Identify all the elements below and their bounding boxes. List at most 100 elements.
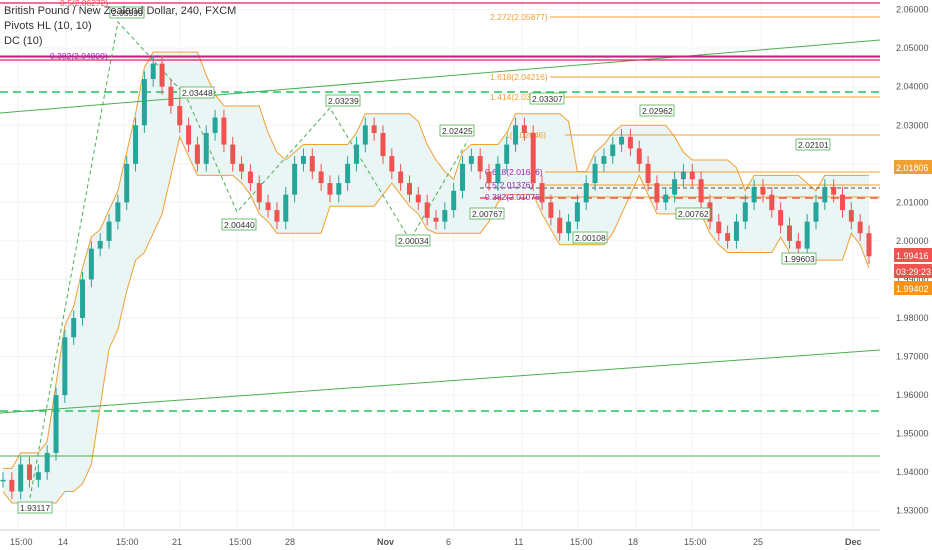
chart-legend: British Pound / New Zealand Dollar, 240,… (4, 4, 236, 49)
candle-body (504, 144, 510, 164)
candle-body (468, 156, 474, 164)
pivot-label-box (395, 234, 431, 247)
candle-body (115, 202, 121, 222)
fib-price-tag: 2.01806 (896, 163, 929, 173)
trend-line-lower (0, 349, 881, 414)
candle-body (725, 233, 731, 241)
fib-level-label: 1(2.02646) (505, 130, 546, 140)
candle-body (44, 452, 50, 473)
candle-body (566, 221, 572, 234)
candle-body (194, 144, 200, 164)
x-axis-tick-label: 15:00 (10, 537, 33, 547)
candle-body (795, 240, 801, 249)
candle-body (663, 194, 669, 203)
pivot-label: 2.02962 (642, 106, 673, 116)
candle-body (274, 210, 280, 222)
candle-body (0, 479, 6, 482)
pivot-label-box (639, 104, 675, 117)
pivot-label: 2.03239 (328, 96, 359, 106)
pivot-label-box (109, 6, 145, 19)
donchian-upper-line (3, 51, 869, 469)
countdown-tag-bg (894, 264, 932, 278)
candle-body (9, 479, 15, 492)
x-axis-tick-label: 11 (514, 537, 523, 547)
candle-body (239, 163, 245, 172)
candle-body (309, 156, 315, 172)
x-axis-tick-label: 25 (753, 537, 763, 547)
pivot-label-box (179, 86, 215, 99)
candle-body (689, 171, 695, 180)
candle-body (627, 136, 633, 149)
fib-price-tag-bg (894, 160, 932, 174)
countdown-tag: 03:29:23 (896, 267, 931, 277)
fib-level-label: 1.618(2.04216) (490, 72, 548, 82)
candle-body (415, 194, 421, 203)
y-axis-tick-label: 2.05000 (896, 43, 929, 53)
prev-close-tag-bg (894, 281, 932, 295)
y-axis-tick-label: 1.97000 (896, 352, 929, 362)
pivot-label-box (469, 207, 505, 220)
pivot-label: 2.00108 (575, 233, 606, 243)
candle-body (283, 194, 289, 222)
candle-body (141, 79, 147, 126)
prev-close-tag: 1.99402 (896, 284, 929, 294)
candle-body (265, 202, 271, 211)
candle-body (839, 194, 845, 211)
pivot-zigzag (29, 20, 469, 499)
y-axis-tick-label: 2.00000 (896, 236, 929, 246)
candle-body (592, 163, 598, 184)
pivot-label: 2.02425 (442, 126, 473, 136)
candle-body (406, 183, 412, 195)
candle-body (619, 136, 625, 145)
candle-body (398, 171, 404, 184)
candle-body (327, 183, 333, 195)
y-axis-tick-label: 2.04000 (896, 82, 929, 92)
candle-body (230, 144, 236, 164)
pivot-label-box (675, 207, 711, 220)
candle-body (822, 186, 828, 203)
x-axis-tick-label: 6 (446, 537, 451, 547)
candle-body (371, 125, 377, 133)
fib-level-label: 0.5(2.01376) (485, 180, 533, 190)
pivot-label: 2.00440 (224, 220, 255, 230)
x-axis-tick-label: Nov (377, 537, 394, 547)
candle-body (486, 171, 492, 184)
candle-body (521, 125, 527, 133)
fib-level-label: 0.618(2.01676) (485, 167, 543, 177)
candle-body (212, 117, 218, 133)
current-price-tag-bg (894, 248, 932, 262)
candle-body (654, 183, 660, 203)
x-axis-tick-label: 15:00 (116, 537, 139, 547)
candle-body (442, 210, 448, 222)
candle-body (292, 163, 298, 195)
y-axis-tick-label: 1.95000 (896, 429, 929, 439)
candle-body (88, 248, 94, 280)
candle-body (345, 163, 351, 184)
candle-body (513, 125, 519, 145)
candle-body (353, 144, 359, 164)
candle-body (857, 221, 863, 234)
indicator-dc-label: DC (10) (4, 35, 43, 47)
candle-body (203, 132, 209, 164)
pivot-label-box (221, 218, 257, 231)
fib-level-label: 1.414(2.03958) (490, 92, 548, 102)
candle-body (645, 163, 651, 184)
candle-body (610, 144, 616, 157)
pivot-label: 2.03448 (182, 88, 213, 98)
x-axis-tick-label: 28 (285, 537, 295, 547)
candle-body (698, 179, 704, 203)
candle-body (804, 221, 810, 249)
candle-body (318, 171, 324, 184)
candle-body (186, 125, 192, 145)
pivot-label-box (572, 231, 608, 244)
x-axis-tick-label: 15:00 (684, 537, 707, 547)
y-axis-tick-label: 2.06000 (896, 5, 929, 15)
fib-level-label: 2.272(2.05877) (490, 12, 548, 22)
candle-body (460, 163, 466, 191)
candle-body (539, 183, 545, 203)
candle-body (168, 86, 174, 106)
candle-body (583, 183, 589, 203)
x-axis-tick-label: Dec (845, 537, 862, 547)
